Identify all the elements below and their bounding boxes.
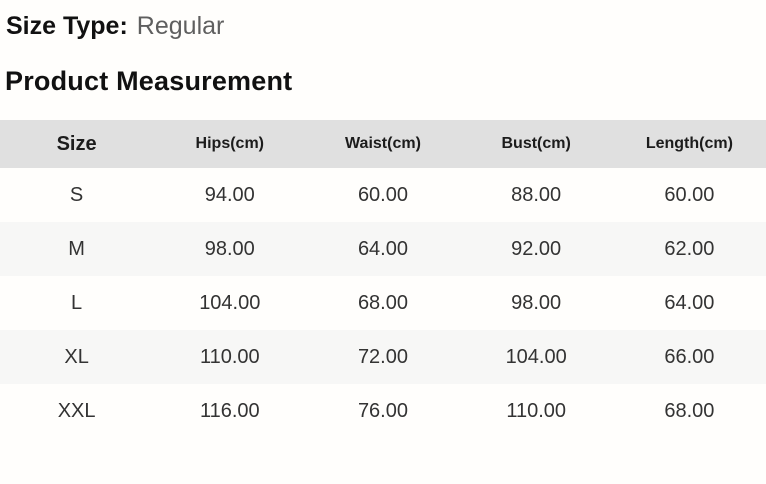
table-header-row: Size Hips(cm) Waist(cm) Bust(cm) Length(… [0, 120, 766, 168]
length-cell: 60.00 [664, 183, 715, 206]
hips-cell: 116.00 [199, 399, 260, 422]
waist-cell: 60.00 [357, 183, 408, 206]
hips-cell: 98.00 [153, 222, 307, 276]
bust-cell: 110.00 [506, 399, 566, 422]
table-row-xl: XL 110.00 72.00 104.00 66.00 [0, 330, 766, 384]
column-header-size: Size [0, 120, 154, 168]
size-cell: M [0, 222, 154, 276]
bust-cell: 104.00 [459, 330, 613, 384]
table-row-l: L 104.00 68.00 98.00 64.00 [0, 276, 766, 330]
bust-cell: 88.00 [511, 183, 562, 206]
bust-cell: 98.00 [511, 291, 562, 314]
length-cell: 64.00 [664, 291, 715, 314]
table-row-m: M 98.00 64.00 92.00 62.00 [0, 222, 766, 276]
bust-cell: 92.00 [459, 222, 613, 276]
hips-cell: 110.00 [153, 330, 307, 384]
section-title: Product Measurement [5, 66, 293, 96]
product-measurement-screen: Size Type: Regular Product Measurement Si… [0, 0, 766, 438]
size-cell: S [69, 183, 84, 206]
length-cell: 66.00 [612, 330, 766, 384]
measurement-table: Size Hips(cm) Waist(cm) Bust(cm) Length(… [0, 120, 766, 438]
waist-cell: 76.00 [357, 399, 408, 422]
waist-cell: 72.00 [306, 330, 460, 384]
column-header-length: Length(cm) [612, 120, 766, 168]
size-type-label: Size Type: [6, 12, 128, 40]
column-header-bust: Bust(cm) [459, 120, 613, 168]
hips-cell: 94.00 [204, 183, 255, 206]
column-header-hips: Hips(cm) [153, 120, 307, 168]
length-cell: 62.00 [612, 222, 766, 276]
column-header-waist: Waist(cm) [306, 120, 460, 168]
size-cell: L [71, 291, 83, 314]
length-cell: 68.00 [664, 399, 715, 422]
size-type-row: Size Type: Regular [0, 0, 766, 41]
table-row-s: S 94.00 60.00 88.00 60.00 [0, 168, 766, 222]
size-type-value: Regular [136, 12, 225, 40]
waist-cell: 68.00 [357, 291, 408, 314]
size-cell: XL [0, 330, 154, 384]
table-row-xxl: XXL 116.00 76.00 110.00 68.00 [0, 384, 766, 438]
hips-cell: 104.00 [199, 291, 261, 314]
size-cell: XXL [57, 399, 96, 422]
waist-cell: 64.00 [306, 222, 460, 276]
